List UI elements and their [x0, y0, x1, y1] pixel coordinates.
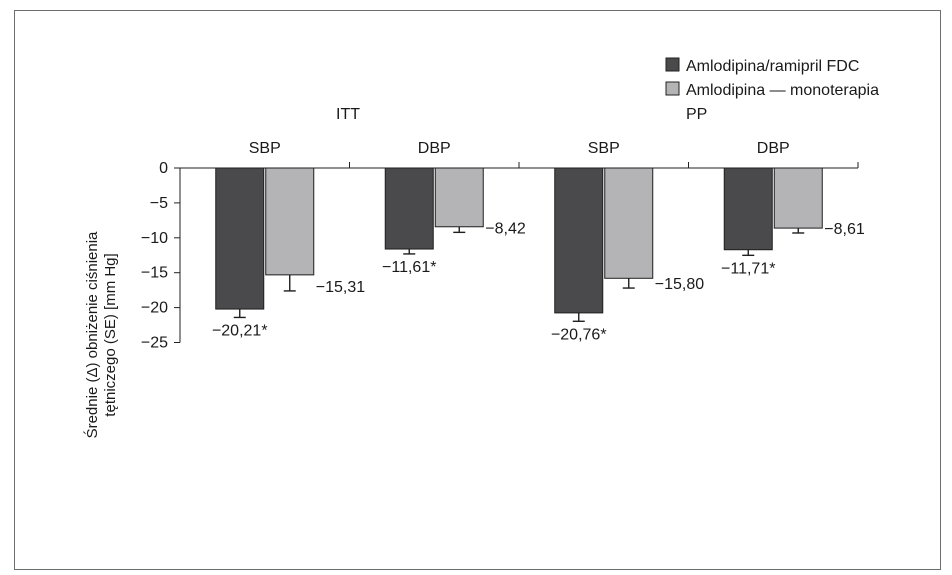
data-label: −8,42	[485, 220, 526, 237]
legend-label-fdc: Amlodipina/ramipril FDC	[686, 58, 859, 75]
group-label-pp: PP	[686, 106, 707, 123]
y-tick-label: −20	[141, 300, 168, 317]
bar	[384, 167, 434, 250]
bar	[215, 167, 265, 310]
y-tick-label: −5	[150, 195, 168, 212]
bar	[265, 167, 315, 276]
category-label: SBP	[588, 140, 620, 157]
group-label-itt: ITT	[336, 106, 360, 123]
legend-swatch-mono	[665, 81, 680, 96]
category-label: DBP	[757, 140, 790, 157]
bar	[554, 167, 604, 314]
bar	[434, 167, 484, 228]
category-label: SBP	[249, 140, 281, 157]
legend-label-mono: Amlodipina — monoterapia	[686, 82, 879, 99]
y-tick-label: 0	[159, 160, 168, 177]
category-label: DBP	[418, 140, 451, 157]
bar	[723, 167, 773, 251]
legend: Amlodipina/ramipril FDC Amlodipina — mon…	[665, 57, 879, 99]
data-label: −15,31	[316, 279, 365, 296]
y-tick-label: −25	[141, 335, 168, 352]
data-label: −20,21*	[212, 322, 268, 339]
y-tick-label: −10	[141, 230, 168, 247]
y-axis-title-line1: Średnie (Δ) obniżenie ciśnienia	[83, 231, 101, 438]
bar	[773, 167, 823, 229]
data-label: −15,80	[655, 276, 704, 293]
data-label: −20,76*	[551, 326, 607, 343]
data-label: −11,61*	[382, 259, 436, 276]
data-label: −8,61	[824, 221, 865, 238]
y-tick-label: −15	[141, 265, 168, 282]
plot-area: 0 −5 −10 −15 −20 −25 SBP DBP SBP DBP −20,21* −15,31…	[141, 140, 865, 352]
bar	[604, 167, 654, 279]
data-label: −11,71*	[721, 260, 775, 277]
y-axis-title-line2: tętniczego (SE) [mm Hg]	[102, 253, 119, 416]
legend-swatch-fdc	[665, 57, 680, 72]
chart-frame	[14, 10, 941, 570]
